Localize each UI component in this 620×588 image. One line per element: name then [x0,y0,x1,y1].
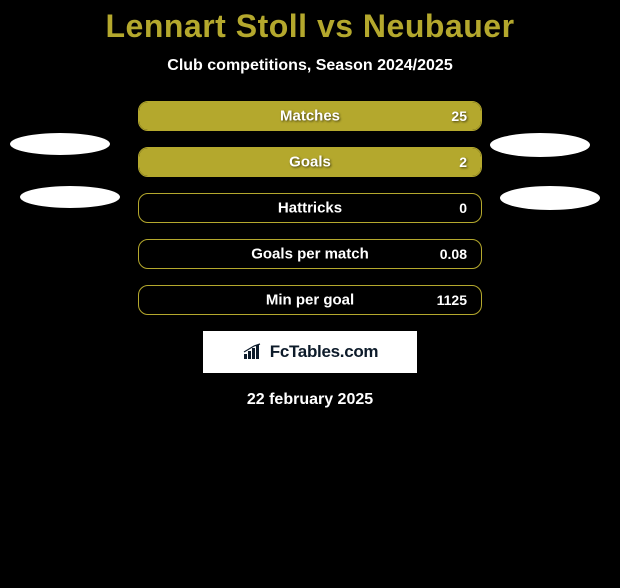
stat-row: Hattricks 0 [138,193,482,223]
stat-row: Matches 25 [138,101,482,131]
stat-label: Goals per match [251,246,369,263]
decorative-oval [10,133,110,155]
stat-label: Matches [280,108,340,125]
stat-label: Hattricks [278,200,342,217]
barchart-icon [242,343,264,361]
brand-text: FcTables.com [270,342,379,362]
stat-value: 2 [459,154,467,170]
stat-row: Goals 2 [138,147,482,177]
stat-value: 1125 [437,292,467,308]
subtitle: Club competitions, Season 2024/2025 [0,57,620,75]
stat-row: Min per goal 1125 [138,285,482,315]
stat-label: Goals [289,154,331,171]
stat-row: Goals per match 0.08 [138,239,482,269]
stat-label: Min per goal [266,292,354,309]
brand-box: FcTables.com [203,331,417,373]
stat-value: 0 [459,200,467,216]
page-title: Lennart Stoll vs Neubauer [0,8,620,45]
decorative-oval [500,186,600,210]
stat-value: 25 [451,108,467,124]
stats-bars: Matches 25 Goals 2 Hattricks 0 Goals per match… [138,101,482,315]
stat-value: 0.08 [440,246,467,262]
decorative-oval [490,133,590,157]
decorative-oval [20,186,120,208]
date-label: 22 february 2025 [0,391,620,409]
